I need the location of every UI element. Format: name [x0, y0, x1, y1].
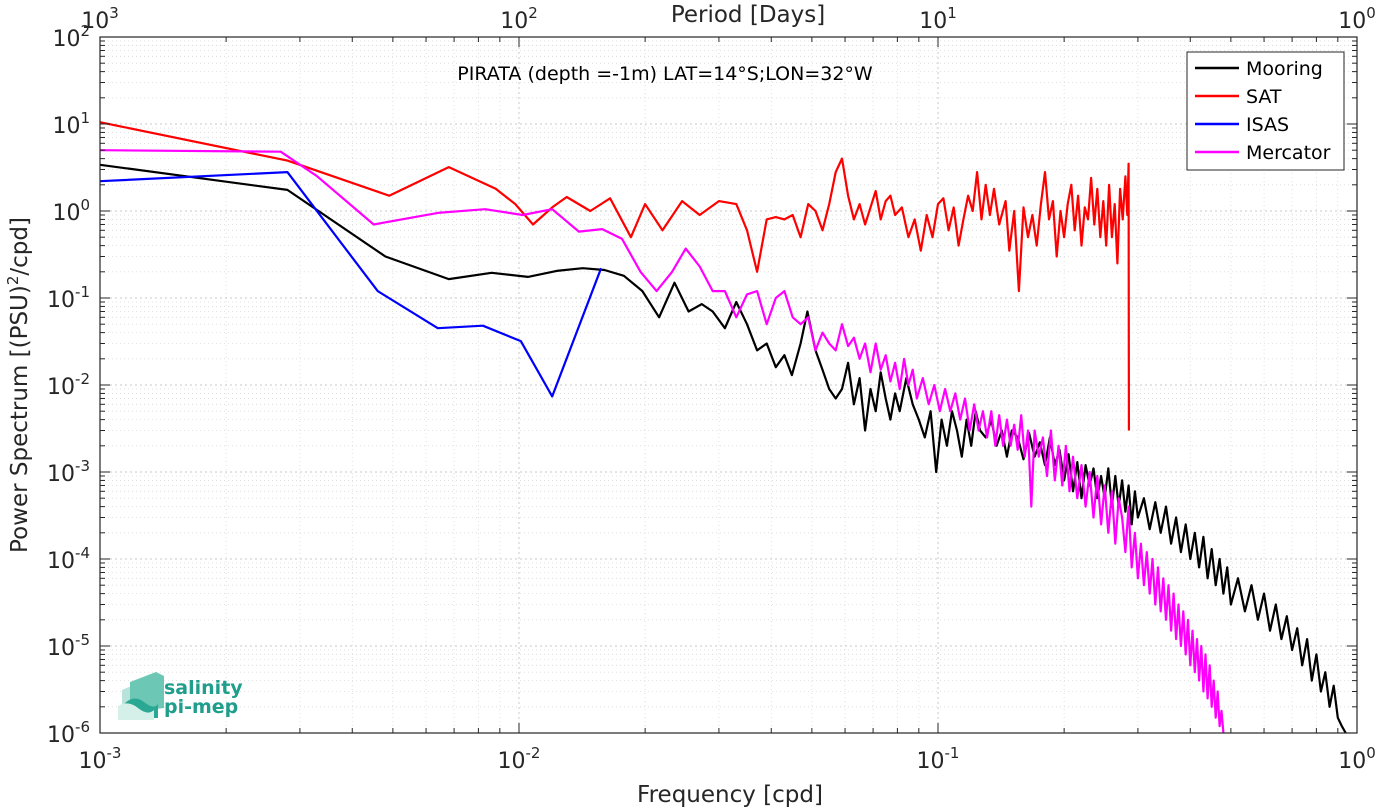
top-x-axis-label: Period [Days]	[671, 2, 825, 28]
tick-marks	[99, 37, 1357, 734]
y-tick-label-base: 10	[47, 723, 75, 748]
y-tick-label-exp: -3	[75, 457, 90, 475]
x-tick-label: 10-2	[498, 744, 541, 774]
y-tick-label: 101	[52, 109, 90, 139]
y-tick-label: 10-3	[47, 457, 90, 487]
x-tick-label-base: 10	[1338, 749, 1366, 774]
top-tick-label: 101	[919, 4, 957, 34]
y-tick-label-exp: 0	[80, 196, 90, 214]
series-line-mooring	[99, 163, 1347, 734]
tick-labels: 10-3 10-2 10-1 10010-610-510-410-310-210-11…	[47, 4, 1376, 774]
top-tick-label-exp: 0	[1366, 4, 1376, 22]
top-tick-label-base: 10	[81, 9, 109, 34]
y-tick-label-exp: -6	[75, 718, 90, 736]
y-tick-label-base: 10	[47, 462, 75, 487]
top-tick-label: 103	[81, 4, 119, 34]
y-tick-label-base: 10	[47, 288, 75, 313]
top-tick-label-base: 10	[1338, 9, 1366, 34]
minor-grid	[100, 37, 1357, 733]
y-tick-label-base: 10	[52, 27, 80, 52]
legend-label-isas: ISAS	[1246, 114, 1289, 136]
y-tick-label-exp: -2	[75, 370, 90, 388]
y-tick-label-base: 10	[47, 636, 75, 661]
y-tick-label-exp: 1	[80, 109, 90, 127]
x-tick-label-exp: -3	[107, 744, 122, 762]
y-axis-label-tail: /cpd]	[7, 217, 33, 276]
top-tick-label: 102	[500, 4, 538, 34]
logo-wave-icon	[118, 672, 164, 720]
y-axis-label: Power Spectrum [(PSU)2/cpd]	[4, 217, 33, 553]
legend-label-sat: SAT	[1246, 86, 1282, 108]
x-tick-label-base: 10	[917, 749, 945, 774]
salinity-pi-mep-logo: salinity pi-mep	[118, 672, 243, 720]
legend-label-mercator: Mercator	[1246, 142, 1331, 164]
series-layer	[99, 121, 1347, 734]
chart-title: PIRATA (depth =-1m) LAT=14°S;LON=32°W	[457, 63, 873, 85]
top-tick-label-base: 10	[500, 9, 528, 34]
x-tick-label: 100	[1338, 744, 1376, 774]
x-tick-label-base: 10	[79, 749, 107, 774]
x-tick-label: 10-3	[79, 744, 122, 774]
y-tick-label: 102	[52, 22, 90, 52]
x-tick-label: 10-1	[917, 744, 960, 774]
y-tick-label: 100	[52, 196, 90, 226]
legend-label-mooring: Mooring	[1246, 58, 1323, 80]
y-tick-label-exp: -5	[75, 631, 90, 649]
y-tick-label-exp: -4	[75, 544, 90, 562]
y-tick-label: 10-2	[47, 370, 90, 400]
series-line-isas	[99, 171, 603, 398]
x-tick-label-exp: -2	[526, 744, 541, 762]
x-tick-label-exp: -1	[945, 744, 960, 762]
x-tick-label-base: 10	[498, 749, 526, 774]
top-tick-label-exp: 1	[947, 4, 957, 22]
y-tick-label-base: 10	[52, 201, 80, 226]
top-tick-label: 100	[1338, 4, 1376, 34]
y-tick-label: 10-6	[47, 718, 90, 748]
y-tick-label: 10-1	[47, 283, 90, 313]
y-tick-label-exp: -1	[75, 283, 90, 301]
y-axis-label-sup: 2	[4, 276, 22, 286]
logo-line1: salinity	[164, 677, 243, 699]
legend: Mooring SAT ISAS Mercator	[1186, 51, 1345, 171]
y-axis-label-main: Power Spectrum [(PSU)	[7, 285, 33, 553]
y-tick-label-exp: 2	[80, 22, 90, 40]
series-line-sat	[99, 121, 1131, 431]
y-tick-label-base: 10	[52, 114, 80, 139]
plot-background	[100, 37, 1357, 733]
plot-area	[100, 37, 1357, 733]
legend-box	[1186, 51, 1345, 171]
series-line-mercator	[99, 149, 1225, 734]
y-tick-label: 10-5	[47, 631, 90, 661]
logo-line2: pi-mep	[164, 696, 238, 718]
x-tick-label-exp: 0	[1366, 744, 1376, 762]
top-tick-label-exp: 3	[109, 4, 119, 22]
y-tick-label-base: 10	[47, 375, 75, 400]
y-tick-label: 10-4	[47, 544, 90, 574]
x-axis-label: Frequency [cpd]	[637, 782, 823, 808]
top-tick-label-exp: 2	[528, 4, 538, 22]
y-tick-label-base: 10	[47, 549, 75, 574]
top-tick-label-base: 10	[919, 9, 947, 34]
